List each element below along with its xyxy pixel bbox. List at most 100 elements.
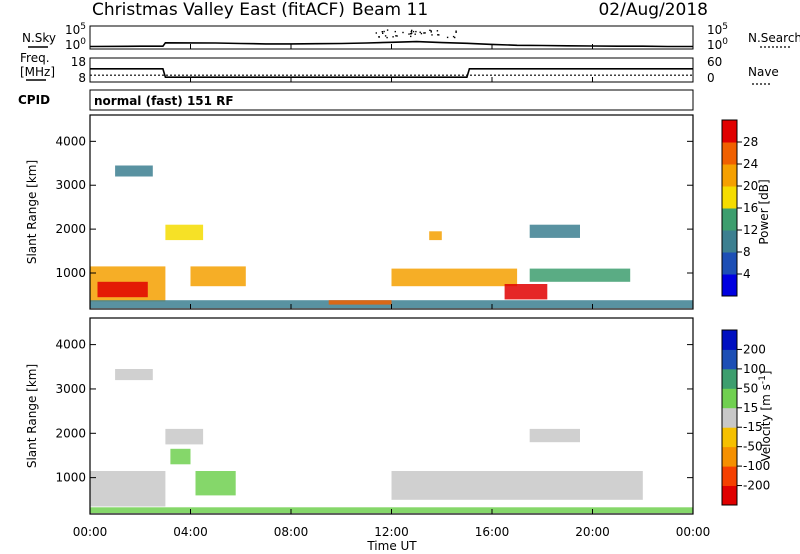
nsky-spike <box>430 30 432 32</box>
power-panel: 1000 2000 3000 4000 Slant Range [km] 4 8 12 16… <box>25 114 771 310</box>
power-colorbar-tick-label: 16 <box>743 201 758 215</box>
power-colorbar-swatch <box>722 142 737 165</box>
nsky-spike <box>414 33 416 35</box>
power-colorbar-label: Power [dB] <box>757 179 771 244</box>
nsky-spike <box>384 35 387 37</box>
nsky-spike <box>455 31 457 33</box>
nsky-spike <box>452 35 455 38</box>
velocity-colorbar-tick-label: -100 <box>743 459 770 473</box>
time-tick-label: 04:00 <box>173 525 208 539</box>
velocity-cell-ytick-label: 4000 <box>55 338 86 352</box>
freq-panel: Freq. [MHz] 18 8 60 0 Nave <box>20 51 779 85</box>
time-tick-label: 00:00 <box>676 525 711 539</box>
velocity-cell-ytick-label: 3000 <box>55 382 86 396</box>
velocity-cell-ytick-label: 1000 <box>55 471 86 485</box>
time-tick-label: 08:00 <box>274 525 309 539</box>
nsky-spike <box>410 35 412 38</box>
time-tick-label: 12:00 <box>374 525 409 539</box>
nsky-spike <box>383 30 385 33</box>
noise-panel: 105 100 105 100 N.Sky N.Search <box>22 22 800 52</box>
freq-series-line <box>90 68 693 78</box>
power-colorbar-swatch <box>722 164 737 187</box>
power-cell-ytick-label: 2000 <box>55 222 86 236</box>
power-cell-ytick-label: 1000 <box>55 266 86 280</box>
velocity-colorbar: -200 -100 -50 -15 15 50 100 200 <box>721 329 770 506</box>
nsky-spike <box>431 34 433 36</box>
velocity-colorbar-tick-label: -200 <box>743 479 770 493</box>
velocity-colorbar-tick-label: 15 <box>743 401 758 415</box>
cpid-label: CPID <box>18 93 50 107</box>
nave-tick-top: 60 <box>707 55 722 69</box>
nsky-spike <box>455 30 457 32</box>
velocity-colorbar-swatch <box>722 388 737 409</box>
power-colorbar-tick-label: 24 <box>743 157 758 171</box>
power-colorbar-swatch <box>722 120 737 143</box>
velocity-colorbar-swatch <box>722 427 737 448</box>
time-axis-ticks: 00:00 04:00 08:00 12:00 16:00 20:00 00:00 <box>73 44 711 539</box>
noise-tick-bottom-left: 100 <box>65 37 86 52</box>
cpid-text: normal (fast) 151 RF <box>94 94 234 108</box>
velocity-ylabel: Slant Range [km] <box>25 364 39 468</box>
power-cell <box>97 281 148 298</box>
nsky-spike <box>386 36 388 39</box>
noise-tick-top-right: 105 <box>707 22 728 37</box>
velocity-yticks: 1000 2000 3000 4000 <box>55 338 693 485</box>
velocity-colorbar-label: Velocity [m s-1] <box>758 371 773 462</box>
power-colorbar-tick-label: 28 <box>743 135 758 149</box>
nave-label: Nave <box>748 65 779 79</box>
nsky-series-line <box>89 40 693 48</box>
nsky-spike <box>436 30 439 32</box>
nsky-spike <box>409 33 412 35</box>
power-cell <box>190 266 246 287</box>
power-colorbar-swatch <box>722 252 737 275</box>
noise-tick-top-left: 105 <box>65 22 86 37</box>
power-cell <box>504 284 548 300</box>
velocity-cell <box>90 471 166 507</box>
power-colorbar-swatch <box>722 274 737 297</box>
power-cell-ytick-label: 3000 <box>55 178 86 192</box>
power-colorbar-tick-label: 8 <box>743 245 751 259</box>
velocity-colorbar-swatch <box>722 485 737 506</box>
nsky-spike <box>419 31 421 33</box>
nave-tick-bottom: 0 <box>707 71 715 85</box>
power-colorbar-tick-label: 12 <box>743 223 758 237</box>
velocity-panel: 1000 2000 3000 4000 Slant Range [km] -200 -1… <box>25 317 773 515</box>
power-colorbar: 4 8 12 16 20 24 28 <box>721 119 758 297</box>
nsky-spike <box>423 32 425 34</box>
velocity-cell-ytick-label: 2000 <box>55 426 86 440</box>
power-cells <box>90 115 693 309</box>
nsky-spike <box>386 29 389 31</box>
nsky-spike <box>429 29 431 31</box>
freq-tick-bottom: 8 <box>78 71 86 85</box>
power-ylabel: Slant Range [km] <box>25 160 39 264</box>
station-title: Christmas Valley East (fitACF) <box>92 0 345 20</box>
power-yticks: 1000 2000 3000 4000 <box>55 134 693 280</box>
velocity-cell <box>391 471 643 500</box>
time-tick-label: 00:00 <box>73 525 108 539</box>
freq-unit-label: [MHz] <box>20 65 55 79</box>
power-cell <box>529 224 580 238</box>
nsky-spike <box>446 36 449 39</box>
nsky-spike <box>394 30 396 33</box>
velocity-cell <box>115 369 153 381</box>
nsky-spike <box>378 36 380 38</box>
power-colorbar-swatch <box>722 208 737 231</box>
freq-label: Freq. <box>20 51 50 65</box>
power-cell <box>429 231 442 241</box>
velocity-colorbar-tick-label: 200 <box>743 342 766 356</box>
nsky-spike <box>454 36 456 39</box>
nsky-spike <box>402 31 404 34</box>
time-tick-label: 20:00 <box>575 525 610 539</box>
date-label: 02/Aug/2018 <box>598 0 708 20</box>
velocity-colorbar-swatch <box>722 368 737 389</box>
power-cell <box>529 268 631 282</box>
nsky-spike <box>392 36 394 38</box>
velocity-colorbar-swatch <box>722 466 737 486</box>
power-cell <box>391 268 518 287</box>
power-colorbar-swatch <box>722 230 737 253</box>
nsky-label: N.Sky <box>22 31 56 45</box>
nsky-spike <box>411 29 413 32</box>
velocity-colorbar-frame <box>721 329 738 506</box>
velocity-cell <box>195 471 236 496</box>
nsky-spike <box>438 34 440 36</box>
